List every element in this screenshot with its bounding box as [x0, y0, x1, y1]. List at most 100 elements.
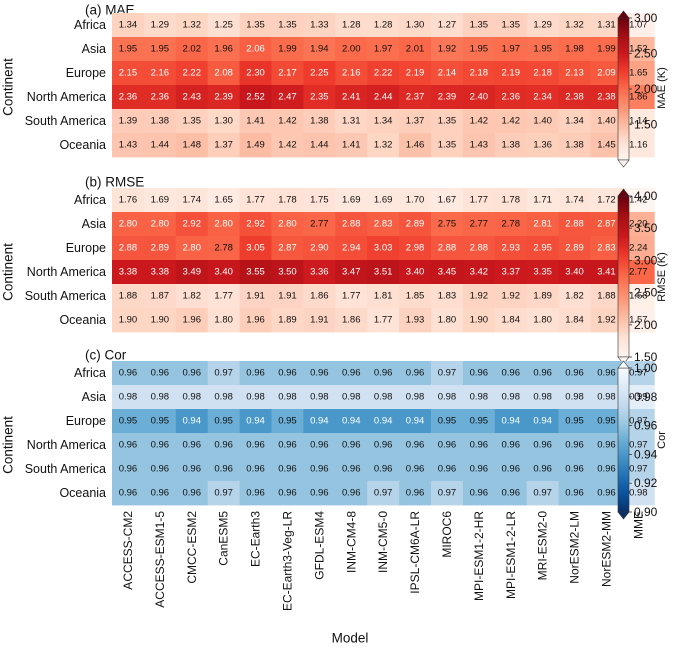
heatmap-cell: [112, 457, 145, 482]
heatmap-cell: [335, 133, 368, 158]
heatmap-cell: [367, 133, 400, 158]
heatmap-cell: [590, 260, 623, 285]
cell-value-label: 3.51: [374, 267, 393, 278]
cell-value-label: 1.71: [533, 195, 552, 206]
colorbar-tick-label: 2.00: [634, 82, 658, 96]
heatmap-cell: [590, 385, 623, 410]
cell-value-label: 0.96: [342, 464, 361, 475]
cell-value-label: 2.88: [342, 219, 361, 230]
cell-value-label: 0.96: [119, 368, 138, 379]
heatmap-cell: [399, 133, 432, 158]
cell-value-label: 2.25: [310, 68, 329, 79]
cell-value-label: 0.97: [533, 488, 552, 499]
heatmap-cells: 0.96 0.96 0.96 0.97 0.96 0.96 0.96 0.96 0.96 0.96…: [25, 361, 655, 506]
cell-value-label: 1.95: [470, 44, 489, 55]
cell-value-label: 1.38: [565, 140, 584, 151]
heatmap-cell: [367, 409, 400, 434]
cell-value-label: 1.97: [374, 44, 393, 55]
cell-value-label: 1.74: [183, 195, 202, 206]
cell-value-label: 0.95: [470, 416, 489, 427]
colorbar-tick-label: 0.98: [634, 390, 658, 404]
colorbar-gradient: [617, 195, 630, 358]
heatmap-cell: [335, 109, 368, 134]
cell-value-label: 2.16: [151, 68, 170, 79]
cell-value-label: 0.96: [565, 440, 584, 451]
heatmap-cell: [494, 433, 528, 458]
colorbar-extend-top: [617, 360, 630, 369]
cell-value-label: 0.96: [310, 440, 329, 451]
cell-value-label: 1.41: [342, 140, 361, 151]
heatmap-cell: [335, 236, 368, 261]
heatmap-cell: [462, 385, 496, 410]
cell-value-label: 2.92: [246, 219, 265, 230]
heatmap-cell: [303, 133, 336, 158]
heatmap-cell: [494, 361, 528, 386]
heatmap-cell: [303, 188, 336, 213]
heatmap-cell: [494, 109, 528, 134]
cell-value-label: 0.96: [597, 440, 616, 451]
cell-value-label: 1.41: [246, 116, 265, 127]
cell-value-label: 0.96: [342, 440, 361, 451]
cell-value-label: 2.20: [629, 219, 648, 230]
column-label: ACCESS-CM2: [121, 511, 135, 590]
cell-value-label: 0.96: [406, 368, 425, 379]
heatmap-cell: [367, 85, 400, 110]
cell-value-label: 0.96: [183, 440, 202, 451]
cell-value-label: 0.99: [629, 392, 648, 403]
heatmap-cell: [335, 457, 368, 482]
cell-value-label: 1.36: [533, 140, 552, 151]
cell-value-label: 2.19: [502, 68, 521, 79]
cell-value-label: 1.78: [278, 195, 297, 206]
heatmap-cell: [590, 61, 623, 86]
row-label: Africa: [74, 366, 106, 380]
cell-value-label: 1.99: [278, 44, 297, 55]
cell-value-label: 0.96: [597, 488, 616, 499]
cell-value-label: 1.42: [629, 195, 648, 206]
heatmap-cell: [175, 61, 209, 86]
heatmap-cell: [143, 481, 177, 506]
cell-value-label: 0.97: [629, 440, 648, 451]
cell-value-label: 2.77: [310, 219, 329, 230]
cell-value-label: 2.37: [406, 92, 425, 103]
heatmap-cell: [367, 457, 400, 482]
cell-value-label: 2.89: [565, 243, 584, 254]
heatmap-cell: [303, 481, 336, 506]
cell-value-label: 3.35: [533, 267, 552, 278]
cell-value-label: 1.16: [629, 140, 648, 151]
heatmap-cell: [367, 385, 400, 410]
heatmap-cell: [590, 284, 623, 309]
heatmap-cell: [112, 284, 145, 309]
cell-value-label: 2.47: [278, 92, 297, 103]
colorbar: 1.00 0.98 0.96 0.94 0.92 0.90: [617, 360, 658, 520]
heatmap-cell: [462, 236, 496, 261]
cell-value-label: 2.36: [502, 92, 521, 103]
cell-value-label: 0.96: [533, 368, 552, 379]
heatmap-cell: [558, 481, 591, 506]
heatmap-cell: [494, 13, 528, 38]
heatmap-cell: [271, 260, 304, 285]
cell-value-label: 0.98: [438, 392, 457, 403]
colorbar-tick-label: 3.00: [634, 11, 658, 25]
cell-value-label: 3.49: [183, 267, 202, 278]
heatmap-cell: [207, 37, 240, 62]
cell-value-label: 0.95: [119, 416, 138, 427]
heatmap-cell: [239, 308, 272, 333]
heatmap-cell: [175, 133, 209, 158]
panel-cor: (c) Cor Continent 0.96 0.96 0.96 0.97 0.96 0.…: [1, 348, 668, 520]
cell-value-label: 1.28: [374, 20, 393, 31]
cell-value-label: 0.96: [597, 368, 616, 379]
heatmap-cell: [367, 284, 400, 309]
cell-value-label: 1.52: [629, 44, 648, 55]
cell-value-label: 1.58: [629, 291, 648, 302]
colorbar-gradient: [617, 367, 630, 513]
heatmap-cell: [462, 109, 496, 134]
row-label: Asia: [82, 217, 106, 231]
heatmap-cell: [367, 308, 400, 333]
heatmap-cell: [335, 361, 368, 386]
heatmap-cell: [367, 37, 400, 62]
heatmap-cell: [239, 188, 272, 213]
cell-value-label: 2.36: [119, 92, 138, 103]
heatmap-cell: [431, 85, 464, 110]
heatmap-cell: [399, 260, 432, 285]
